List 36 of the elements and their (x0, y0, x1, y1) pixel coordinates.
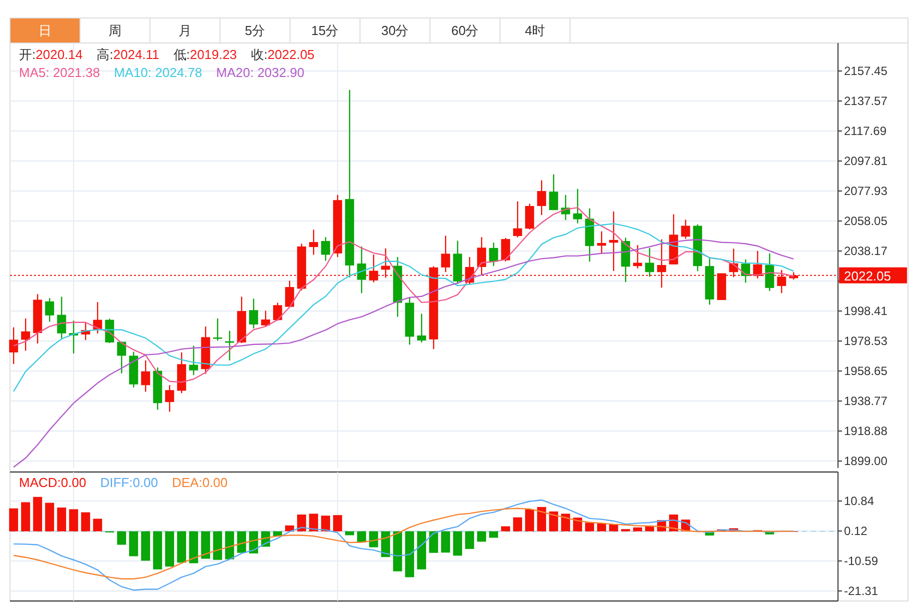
text: MA20: 2032.90 (216, 65, 304, 80)
y-tick-label: 1918.88 (844, 424, 888, 438)
y-tick-label: 1958.65 (844, 364, 888, 378)
y-tick-label: 1899.00 (844, 454, 888, 468)
y-tick-label: 2117.69 (844, 124, 887, 138)
y-tick-label: -21.31 (844, 584, 878, 598)
text: DIFF:0.00 (100, 475, 158, 490)
y-tick-label: 10.84 (844, 494, 874, 508)
text: MA10: 2024.78 (114, 65, 202, 80)
y-tick-label: 2077.93 (844, 184, 888, 198)
y-tick-label: 2097.81 (844, 154, 888, 168)
annotation: 收:2022.05 (250, 47, 315, 62)
category-label: 日 (38, 23, 52, 38)
category-label: 60分 (451, 23, 479, 38)
category-label: 30分 (381, 23, 409, 38)
y-tick-label: 1998.41 (844, 304, 888, 318)
category-label: 月 (178, 23, 192, 38)
category-label: 4时 (524, 23, 546, 38)
y-tick-label: 2137.57 (844, 94, 888, 108)
y-tick-label: 0.12 (844, 524, 868, 538)
annotation: 高:2024.11 (96, 47, 160, 62)
y-tick-label: 1938.77 (844, 394, 888, 408)
category-label: 5分 (244, 23, 266, 38)
annotation: 开:2020.14 (19, 47, 83, 62)
text: MA5: 2021.38 (19, 65, 100, 80)
y-tick-label: -10.59 (844, 554, 878, 568)
y-tick-label: 2157.45 (844, 64, 888, 78)
category-label: 15分 (311, 23, 339, 38)
y-tick-label: 2058.05 (844, 214, 888, 228)
series-label: MACD:0.00 (19, 475, 86, 490)
category-label: 周 (108, 23, 122, 38)
y-tick-label: 2038.17 (844, 244, 888, 258)
text: DEA:0.00 (172, 475, 228, 490)
ref-line-label: 2022.05 (844, 268, 891, 284)
y-tick-label: 1978.53 (844, 334, 888, 348)
annotation: 低:2019.23 (173, 47, 237, 62)
